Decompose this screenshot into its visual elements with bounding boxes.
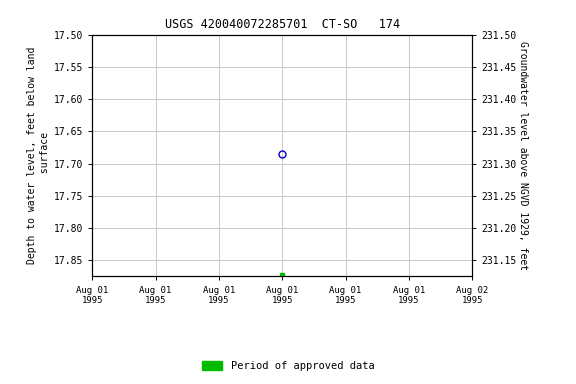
Y-axis label: Groundwater level above NGVD 1929, feet: Groundwater level above NGVD 1929, feet	[518, 41, 528, 270]
Legend: Period of approved data: Period of approved data	[198, 357, 378, 375]
Title: USGS 420040072285701  CT-SO   174: USGS 420040072285701 CT-SO 174	[165, 18, 400, 31]
Y-axis label: Depth to water level, feet below land
 surface: Depth to water level, feet below land su…	[27, 47, 50, 264]
